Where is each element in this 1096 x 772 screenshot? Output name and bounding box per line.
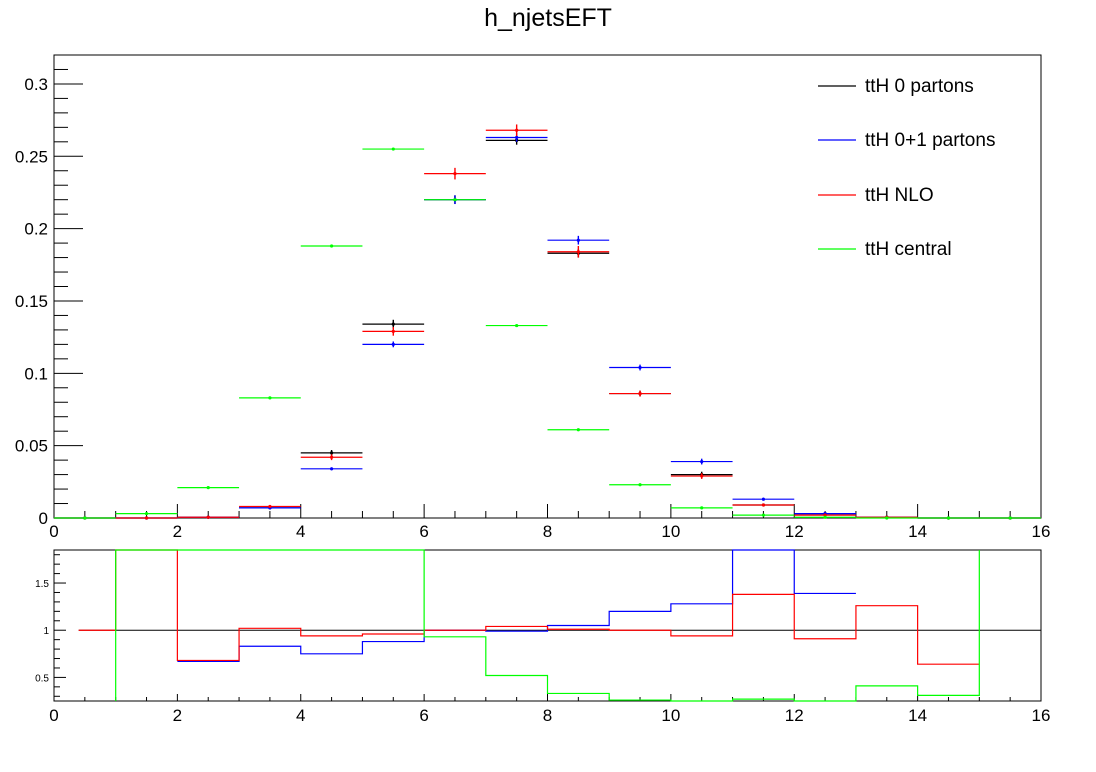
- y-tick-label: 0.05: [15, 437, 48, 456]
- data-point: [144, 512, 149, 516]
- data-point: [515, 128, 519, 132]
- data-point: [761, 503, 766, 507]
- data-point: [329, 451, 334, 455]
- data-point: [515, 135, 519, 140]
- series-tth-nlo: [54, 124, 1041, 520]
- x-tick-label: 12: [785, 522, 804, 541]
- legend-label: ttH NLO: [865, 185, 934, 206]
- x-tick-label: 8: [543, 522, 552, 541]
- data-point: [515, 323, 519, 328]
- ratio-x-tick-label: 14: [908, 706, 927, 725]
- data-point: [453, 198, 457, 202]
- data-point: [823, 515, 827, 519]
- ratio-x-tick-label: 8: [543, 706, 552, 725]
- x-tick-label: 6: [419, 522, 428, 541]
- ratio-x-tick-label: 0: [49, 706, 58, 725]
- data-point: [391, 322, 395, 326]
- series-tth-central: [54, 147, 1041, 520]
- ratio-plot-axes: 0 2 4 6 8 10 12 14 16 0.5 1 1.5: [35, 554, 1051, 725]
- x-tick-label: 0: [49, 522, 58, 541]
- data-point: [576, 238, 580, 242]
- data-point: [761, 513, 766, 517]
- x-tick-label: 10: [661, 522, 680, 541]
- x-tick-label: 2: [173, 522, 182, 541]
- legend-label: ttH 0+1 partons: [865, 130, 995, 151]
- x-tick-label: 4: [296, 522, 305, 541]
- data-point: [638, 483, 642, 487]
- legend: ttH 0 partons ttH 0+1 partons ttH NLO ttH c…: [818, 76, 995, 260]
- ratio-series-tth-0-1-partons: [177, 549, 856, 662]
- legend-label: ttH central: [865, 239, 952, 260]
- data-point: [144, 516, 149, 520]
- ratio-y-tick-label: 1: [43, 626, 49, 637]
- y-tick-label: 0.1: [24, 364, 48, 383]
- data-point: [391, 147, 395, 151]
- chart-title: h_njetsEFT: [484, 4, 612, 32]
- data-point: [329, 455, 334, 459]
- data-point: [576, 428, 580, 432]
- ratio-y-tick-label: 1.5: [35, 579, 49, 590]
- data-point: [268, 504, 272, 509]
- y-tick-label: 0: [39, 509, 48, 528]
- y-tick-label: 0.2: [24, 220, 48, 239]
- data-point: [576, 250, 580, 254]
- data-point: [700, 506, 704, 510]
- data-point: [638, 391, 642, 396]
- ratio-plot-series: [78, 549, 1041, 702]
- ratio-x-tick-label: 16: [1032, 706, 1051, 725]
- ratio-x-tick-label: 10: [661, 706, 680, 725]
- ratio-x-tick-label: 4: [296, 706, 305, 725]
- ratio-series-tth-nlo: [78, 549, 980, 665]
- data-point: [83, 516, 87, 520]
- y-tick-label: 0.3: [24, 75, 48, 94]
- ratio-x-tick-label: 12: [785, 706, 804, 725]
- data-point: [268, 396, 272, 400]
- data-point: [946, 516, 951, 520]
- top-plot-border: [53, 54, 1042, 519]
- y-tick-label: 0.15: [15, 292, 48, 311]
- data-point: [700, 459, 704, 464]
- data-point: [761, 497, 766, 501]
- top-plot-series: [54, 124, 1041, 520]
- data-point: [206, 515, 210, 519]
- data-point: [453, 172, 457, 176]
- data-point: [206, 486, 210, 490]
- legend-label: ttH 0 partons: [865, 76, 974, 97]
- ratio-series-tth-central: [115, 549, 980, 702]
- data-point: [885, 516, 889, 520]
- top-plot-frame: [53, 54, 1042, 519]
- x-tick-label: 16: [1032, 522, 1051, 541]
- ratio-x-tick-label: 6: [419, 706, 428, 725]
- y-tick-label: 0.25: [15, 147, 48, 166]
- data-point: [329, 244, 334, 248]
- data-point: [638, 365, 642, 370]
- data-point: [329, 467, 334, 471]
- data-point: [391, 342, 395, 346]
- ratio-x-tick-label: 2: [173, 706, 182, 725]
- top-plot-axes: 0 2 4 6 8 10 12 14 16 0 0.05 0.1 0.15 0.2 0.25 0.3: [15, 54, 1051, 541]
- data-point: [1008, 516, 1012, 520]
- data-point: [700, 474, 704, 478]
- ratio-y-tick-label: 0.5: [35, 673, 49, 684]
- x-tick-label: 14: [908, 522, 927, 541]
- data-point: [391, 329, 395, 333]
